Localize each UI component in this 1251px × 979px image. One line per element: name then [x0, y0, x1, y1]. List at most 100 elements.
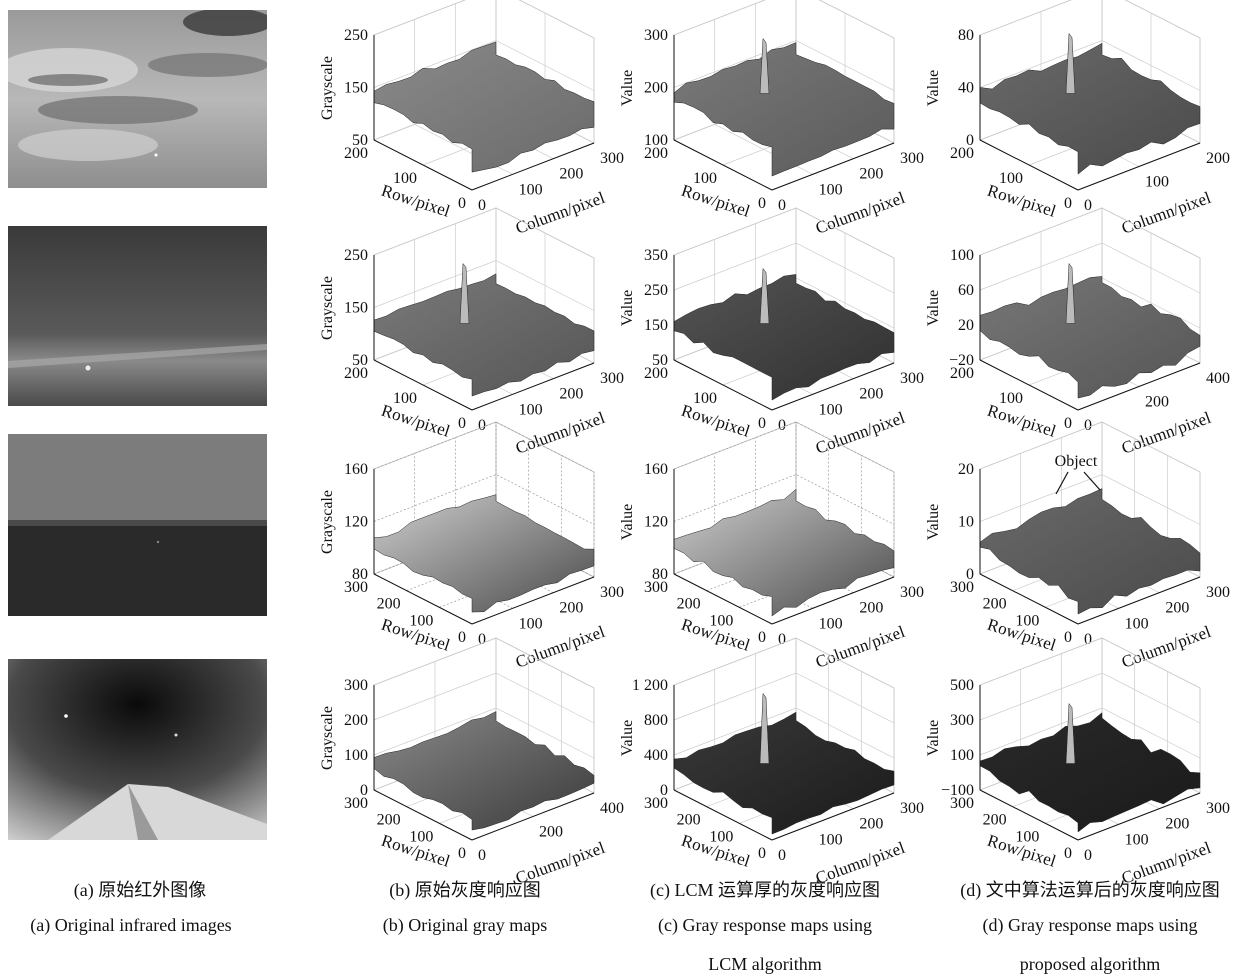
surface: [373, 494, 595, 613]
column-tick-label: 300: [900, 800, 924, 817]
z-gridline: [373, 0, 595, 39]
column-tick-label: 0: [478, 197, 486, 214]
row-tick-label: 200: [983, 812, 1007, 829]
z-tick-label: 1 200: [632, 677, 668, 694]
row-tick-label: 100: [999, 390, 1023, 407]
row-axis: [979, 139, 1079, 191]
row-axis: [673, 573, 773, 625]
row-tick-label: 200: [677, 812, 701, 829]
row-tick-label: 0: [458, 629, 466, 646]
column-axis: [771, 792, 895, 841]
chart-panel-1b: 50 150 250 0 100 200 0 100 200 300 Grayscale Row/pi…: [319, 0, 624, 238]
z-tick-label: 250: [344, 247, 368, 264]
column-tick-label: 0: [778, 847, 786, 864]
row-tick-label: 0: [458, 845, 466, 862]
column-tick-label: 0: [478, 631, 486, 648]
z-axis-label: Value: [619, 504, 636, 540]
z-axis-label: Grayscale: [319, 706, 336, 770]
column-tick-label: 200: [859, 816, 883, 833]
row-tick-label: 200: [377, 812, 401, 829]
column-tick-label: 300: [900, 370, 924, 387]
column-tick-label: 200: [559, 166, 583, 183]
z-tick-label: 50: [352, 352, 368, 369]
row-tick-label: 300: [644, 579, 668, 596]
caption-d-en-line1: (d) Gray response maps using: [982, 915, 1198, 935]
z-axis-label: Grayscale: [319, 490, 336, 554]
column-axis: [471, 142, 595, 191]
column-tick-label: 0: [778, 631, 786, 648]
row-tick-label: 200: [677, 596, 701, 613]
target-peak: [1065, 262, 1076, 324]
z-tick-label: 0: [360, 782, 368, 799]
row-tick-label: 0: [1064, 195, 1072, 212]
z-tick-label: 160: [644, 461, 668, 478]
column-tick-label: 100: [519, 181, 543, 198]
z-tick-label: 120: [644, 514, 668, 531]
column-tick-label: 100: [819, 401, 843, 418]
z-tick-label: 0: [660, 782, 668, 799]
z-tick-label: 100: [644, 132, 668, 149]
column-axis-label: Column/pixel: [1119, 408, 1214, 458]
chart-panel-3b: 80 120 160 0 100 200 300 0 100 200 300 Grayscale Row…: [319, 421, 624, 672]
row-tick-label: 300: [644, 795, 668, 812]
chart-panel-2d: −20 20 60 100 0 100 200 0 200 400 Value Row/pixel Co…: [925, 207, 1230, 458]
z-tick-label: 100: [344, 747, 368, 764]
row-tick-label: 100: [1015, 828, 1039, 845]
z-tick-label: 80: [958, 27, 974, 44]
z-tick-label: 50: [352, 132, 368, 149]
row-tick-label: 100: [409, 612, 433, 629]
infrared-image-4: [8, 659, 267, 840]
row-axis: [373, 573, 473, 625]
infrared-image-1: [8, 10, 267, 188]
chart-panel-1d: 0 40 80 0 100 200 0 100 200 Value Row/pixel Column/…: [925, 0, 1230, 238]
caption-b-en: (b) Original gray maps: [382, 915, 548, 935]
target-peak: [1065, 702, 1076, 764]
column-tick-label: 200: [1145, 394, 1169, 411]
chart-panel-4d: −100 100 300 500 0 100 200 300 0 100 200 300 Value Ro…: [925, 637, 1230, 888]
z-tick-label: 120: [344, 514, 368, 531]
column-tick-label: 0: [478, 847, 486, 864]
row-tick-label: 300: [344, 795, 368, 812]
caption-c-en-line1: (c) Gray response maps using: [658, 915, 872, 935]
column-tick-label: 100: [1125, 831, 1149, 848]
row-tick-label: 200: [644, 145, 668, 162]
z-tick-label: 160: [344, 461, 368, 478]
column-tick-label: 200: [559, 600, 583, 617]
column-axis: [1077, 792, 1201, 841]
surface: [979, 42, 1201, 175]
annotation-arrow: [1083, 471, 1101, 491]
column-tick-label: 200: [1165, 816, 1189, 833]
row-tick-label: 0: [758, 629, 766, 646]
z-tick-label: 80: [352, 566, 368, 583]
surface: [979, 712, 1201, 833]
column-tick-label: 0: [1084, 847, 1092, 864]
z-tick-label: 200: [344, 712, 368, 729]
column-tick-label: 200: [539, 824, 563, 841]
surface: [673, 42, 895, 177]
z-gridline: [373, 421, 595, 473]
column-tick-label: 0: [778, 197, 786, 214]
row-axis: [673, 139, 773, 191]
surface: [979, 488, 1201, 615]
column-tick-label: 200: [1165, 600, 1189, 617]
z-tick-label: 40: [958, 80, 974, 97]
row-axis: [373, 789, 473, 841]
column-tick-label: 100: [1125, 615, 1149, 632]
surface: [373, 41, 595, 173]
column-tick-label: 0: [778, 417, 786, 434]
row-tick-label: 100: [393, 170, 417, 187]
z-axis-label: Value: [925, 70, 942, 106]
column-tick-label: 200: [859, 166, 883, 183]
row-tick-label: 200: [950, 365, 974, 382]
z-axis-label: Value: [925, 720, 942, 756]
caption-a-en: (a) Original infrared images: [30, 915, 232, 935]
row-tick-label: 300: [950, 795, 974, 812]
column-tick-label: 0: [1084, 417, 1092, 434]
column-tick-label: 200: [859, 386, 883, 403]
row-tick-label: 200: [644, 365, 668, 382]
row-axis: [979, 789, 1079, 841]
column-tick-label: 100: [819, 181, 843, 198]
chart-panel-2c: 50 150 250 350 0 100 200 0 100 200 300 Value Row/pix…: [619, 207, 924, 458]
z-tick-label: 0: [966, 566, 974, 583]
row-tick-label: 0: [458, 195, 466, 212]
